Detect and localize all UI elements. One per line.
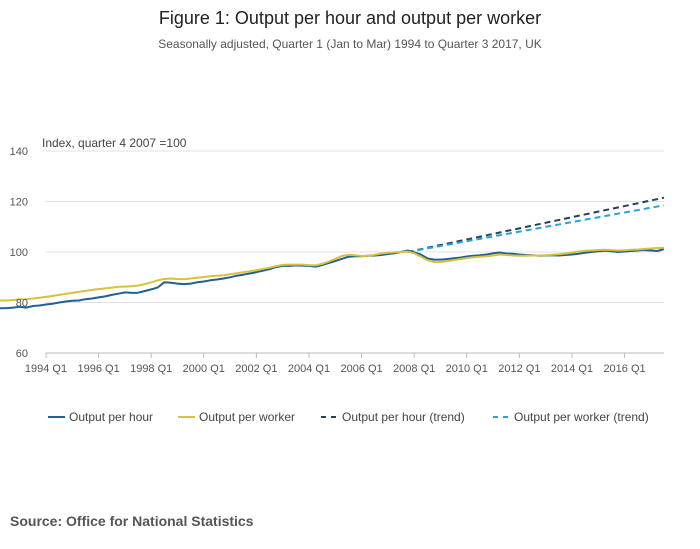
y-tick-label: 100 [10,247,28,259]
x-tick-label: 2016 Q1 [603,363,645,375]
series-line [0,246,665,302]
y-tick-label: 140 [10,146,28,158]
x-tick-label: 1998 Q1 [130,363,172,375]
legend-label: Output per hour (trend) [342,410,465,424]
legend-label: Output per worker [199,410,295,424]
x-tick-label: 1994 Q1 [25,363,67,375]
legend-label: Output per worker (trend) [514,410,649,424]
legend: Output per hour Output per worker Output p… [48,410,649,424]
x-tick-label: 2010 Q1 [446,363,488,375]
y-tick-label: 80 [16,298,28,310]
x-tick-label: 2014 Q1 [551,363,593,375]
series-line [0,248,665,310]
legend-label: Output per hour [69,410,153,424]
series-line [407,204,665,253]
grid-lines [46,150,664,354]
y-axis-label: Index, quarter 4 2007 =100 [42,136,187,150]
x-tick-label: 1996 Q1 [77,363,119,375]
chart-title: Figure 1: Output per hour and output per… [158,8,542,28]
series-lines [0,196,665,310]
x-tick-label: 2000 Q1 [183,363,225,375]
source-note: Source: Office for National Statistics [10,513,254,529]
x-tick-label: 2002 Q1 [235,363,277,375]
x-tick-label: 2004 Q1 [288,363,330,375]
x-tick-label: 2006 Q1 [340,363,382,375]
series-line [407,196,665,253]
x-tick-label: 2012 Q1 [498,363,540,375]
x-tick-label: 2008 Q1 [393,363,435,375]
y-tick-label: 60 [16,348,28,360]
chart-subtitle: Seasonally adjusted, Quarter 1 (Jan to M… [158,37,542,51]
axes: 60 80 100 120 140 1994 Q1 1996 Q1 1998 Q1 2000 Q… [10,146,646,375]
y-tick-label: 120 [10,197,28,209]
